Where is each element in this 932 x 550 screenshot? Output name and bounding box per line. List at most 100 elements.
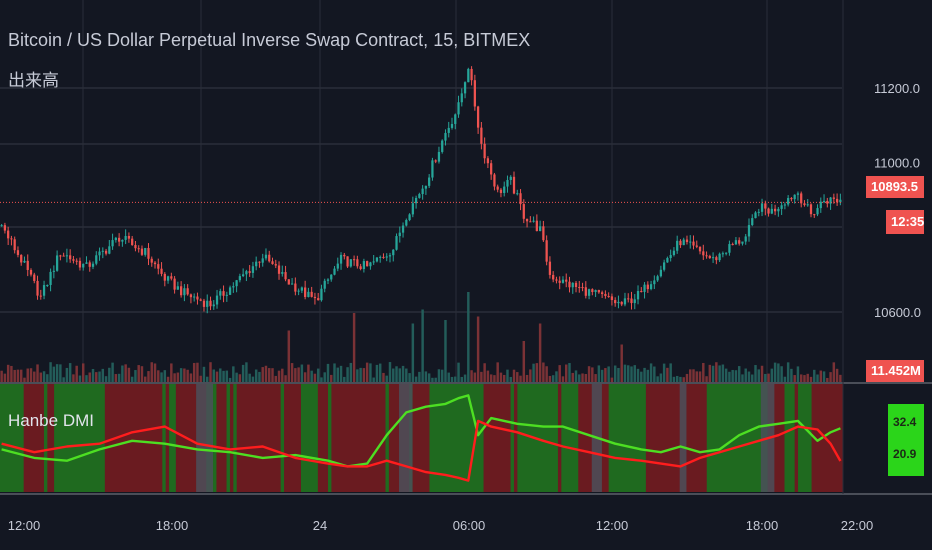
- candle-body: [627, 298, 630, 300]
- dmi-plus-line: [1, 394, 841, 468]
- volume-bar: [316, 368, 320, 382]
- candle-body: [512, 176, 516, 194]
- volume-bar: [819, 370, 823, 382]
- last-price-badge: 10893.5: [866, 176, 924, 198]
- candle-body: [447, 127, 450, 133]
- candle-body: [584, 287, 587, 296]
- candle-body: [160, 268, 163, 274]
- candle-body: [199, 299, 202, 301]
- volume-bar: [6, 364, 10, 382]
- candle-body: [490, 163, 493, 175]
- candle-body: [261, 258, 264, 263]
- volume-bar: [538, 323, 542, 382]
- candle-body: [496, 186, 499, 190]
- dmi-background-band: [811, 384, 843, 492]
- volume-bar: [613, 365, 617, 382]
- candle-body: [450, 123, 454, 128]
- candle-body: [140, 248, 144, 255]
- candle-body: [470, 68, 473, 81]
- candle-body: [800, 193, 803, 204]
- volume-bar: [463, 374, 467, 382]
- volume-bar: [72, 374, 75, 382]
- dmi-background-band: [317, 384, 329, 492]
- volume-bar: [525, 374, 529, 382]
- volume-bar: [173, 373, 176, 382]
- volume-bar: [561, 376, 565, 382]
- candle-body: [822, 200, 826, 202]
- candle-body: [692, 241, 695, 246]
- candle-body: [225, 294, 228, 296]
- candle-body: [95, 255, 98, 264]
- volume-bar: [26, 368, 29, 382]
- volume-bar: [398, 368, 402, 382]
- volume-bar: [46, 374, 49, 382]
- volume-bar: [290, 363, 294, 382]
- candle-body: [503, 186, 506, 193]
- candle-body: [222, 291, 225, 296]
- volume-bar: [620, 344, 623, 382]
- candle-body: [555, 279, 558, 281]
- candle-body: [734, 240, 738, 245]
- candle-body: [372, 261, 375, 263]
- candle-body: [816, 208, 819, 215]
- candle-body: [307, 291, 310, 298]
- candle-body: [473, 80, 476, 107]
- candle-body: [552, 274, 555, 280]
- candle-body: [235, 280, 238, 287]
- volume-bar: [662, 363, 666, 382]
- volume-bar: [401, 365, 405, 382]
- volume-bar: [411, 323, 415, 382]
- dmi-background-band: [284, 384, 302, 492]
- volume-bar: [444, 320, 447, 382]
- volume-bar: [36, 364, 39, 382]
- candle-body: [571, 282, 574, 288]
- volume-bar: [646, 369, 650, 382]
- candle-body: [180, 286, 183, 296]
- candle-body: [441, 140, 444, 152]
- volume-bar: [760, 365, 764, 382]
- candle-body: [215, 295, 219, 305]
- candle-body: [790, 198, 793, 200]
- candle-body: [323, 280, 326, 289]
- candle-body: [0, 225, 3, 227]
- dmi-background-band: [162, 384, 167, 492]
- candle-body: [796, 193, 800, 195]
- volume-bar: [108, 367, 111, 382]
- volume-bar: [91, 368, 95, 382]
- candle-body: [108, 246, 111, 254]
- volume-bar: [829, 372, 832, 382]
- candle-body: [36, 280, 39, 296]
- volume-bar: [502, 374, 506, 382]
- volume-bar: [359, 367, 362, 382]
- volume-bar: [212, 369, 215, 382]
- candle-body: [676, 240, 679, 251]
- dmi-background-band: [412, 384, 430, 492]
- volume-bar: [235, 372, 238, 382]
- volume-bar: [336, 367, 340, 382]
- volume-bar: [757, 369, 761, 382]
- candle-body: [46, 284, 49, 286]
- candle-body: [672, 250, 676, 256]
- candle-body: [777, 208, 780, 212]
- candle-body: [294, 283, 297, 292]
- candle-body: [209, 300, 212, 307]
- volume-bar: [372, 377, 375, 382]
- volume-bar: [434, 377, 437, 382]
- candle-body: [548, 261, 552, 275]
- volume-bar: [196, 362, 199, 382]
- volume-bar: [333, 363, 336, 382]
- candle-body: [636, 291, 640, 300]
- volume-bar: [532, 363, 535, 382]
- candle-body: [359, 266, 362, 270]
- dmi-background-band: [645, 384, 708, 492]
- candle-body: [614, 300, 617, 304]
- candle-body: [705, 255, 708, 257]
- candle-body: [401, 225, 405, 233]
- dmi-background-band: [385, 384, 390, 492]
- y-tick-label: 11200.0: [874, 81, 920, 96]
- volume-bar: [754, 365, 757, 382]
- volume-bar: [767, 373, 770, 382]
- volume-bar: [516, 372, 519, 382]
- volume-bar: [369, 363, 372, 382]
